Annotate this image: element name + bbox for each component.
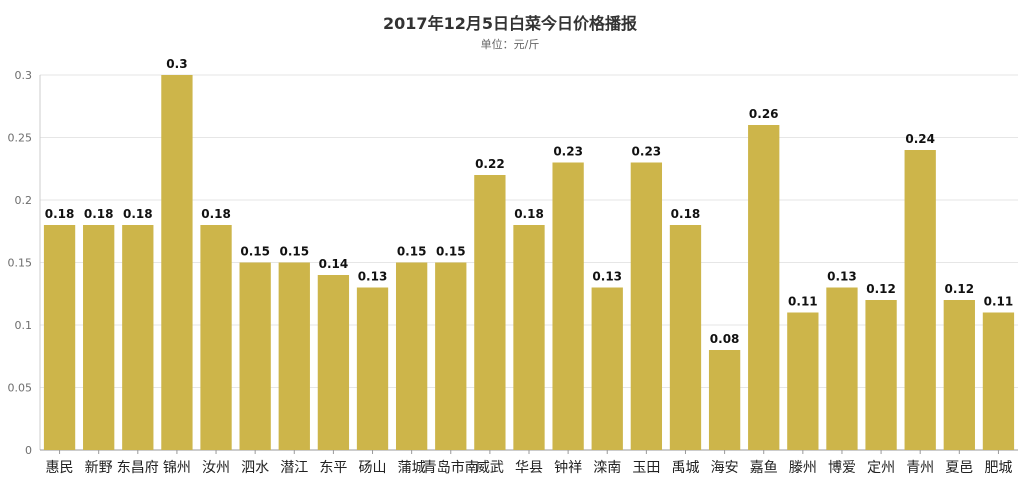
data-label: 0.15 — [436, 245, 466, 259]
data-label: 0.18 — [45, 207, 75, 221]
bar — [865, 300, 897, 450]
x-tick-label: 汝州 — [202, 460, 230, 476]
bar — [474, 175, 506, 450]
x-tick-label: 定州 — [867, 460, 895, 476]
x-tick-label: 东昌府 — [117, 460, 159, 476]
y-tick-label: 0.2 — [15, 194, 33, 207]
data-label: 0.11 — [984, 295, 1014, 309]
data-label: 0.12 — [866, 282, 896, 296]
chart-title: 2017年12月5日白菜今日价格播报 — [383, 14, 637, 33]
data-label: 0.12 — [945, 282, 975, 296]
bar — [239, 262, 271, 450]
data-label: 0.15 — [240, 245, 270, 259]
y-tick-label: 0.3 — [15, 69, 33, 82]
x-tick-label: 青岛市南 — [423, 459, 479, 476]
data-label: 0.18 — [201, 207, 231, 221]
x-tick-label: 肥城 — [984, 460, 1012, 476]
x-tick-label: 滦南 — [593, 460, 621, 476]
bar — [356, 287, 389, 450]
x-tick-label: 博爱 — [828, 459, 856, 476]
data-label: 0.14 — [319, 257, 349, 271]
data-label: 0.3 — [166, 57, 187, 71]
x-tick-label: 钟祥 — [554, 459, 582, 476]
y-tick-label: 0.1 — [15, 319, 33, 332]
bar — [630, 162, 663, 450]
data-label: 0.08 — [710, 332, 740, 346]
x-tick-label: 东平 — [319, 460, 347, 476]
bar — [552, 162, 584, 450]
y-tick-label: 0.25 — [8, 132, 33, 145]
data-label: 0.15 — [397, 245, 427, 259]
data-label: 0.11 — [788, 295, 818, 309]
x-tick-label: 新野 — [85, 460, 113, 476]
x-tick-label: 泗水 — [241, 460, 269, 476]
bar — [317, 275, 350, 450]
x-tick-label: 潜江 — [280, 460, 308, 476]
x-tick-label: 青州 — [906, 460, 934, 476]
data-label: 0.18 — [514, 207, 544, 221]
bar — [395, 262, 428, 450]
data-label: 0.13 — [358, 270, 388, 284]
x-tick-label: 华县 — [515, 460, 543, 476]
x-tick-label: 海安 — [711, 460, 739, 476]
bar — [669, 225, 702, 450]
data-label: 0.18 — [123, 207, 153, 221]
bar — [278, 262, 310, 450]
bars — [43, 75, 1015, 450]
bar — [904, 150, 936, 450]
bar — [982, 312, 1015, 450]
x-tick-label: 威武 — [476, 460, 504, 476]
bar — [435, 262, 467, 450]
data-label: 0.26 — [749, 107, 779, 121]
y-tick-label: 0.05 — [8, 382, 33, 395]
x-tick-label: 玉田 — [632, 460, 660, 476]
data-label: 0.13 — [592, 270, 622, 284]
x-tick-label: 蒲城 — [398, 460, 426, 476]
data-label: 0.15 — [279, 245, 309, 259]
bar — [43, 225, 76, 450]
x-tick-label: 惠民 — [46, 460, 74, 476]
data-label: 0.13 — [827, 270, 857, 284]
y-tick-label: 0 — [25, 444, 32, 457]
bar — [787, 312, 819, 450]
bar — [826, 287, 858, 450]
x-tick-label: 锦州 — [163, 459, 191, 476]
data-label: 0.18 — [84, 207, 114, 221]
data-label: 0.22 — [475, 157, 505, 171]
data-labels: 0.18 0.18 0.18 0.3 0.18 0.15 0.15 0.14 0.13 0.15 0… — [45, 57, 1013, 346]
bar — [83, 225, 115, 450]
bar — [513, 225, 545, 450]
x-tick-label: 滕州 — [789, 460, 817, 476]
x-tick-label: 嘉鱼 — [750, 459, 778, 476]
data-label: 0.23 — [632, 145, 662, 159]
x-tick-label: 砀山 — [359, 460, 387, 476]
bar — [943, 300, 975, 450]
x-tick-labels: 惠民 新野 东昌府 锦州 汝州 泗水 潜江 东平 砀山 蒲城青岛市南威武 华县 钟祥 滦南 玉田 禹城 海安嘉… — [46, 459, 1013, 476]
data-label: 0.24 — [905, 132, 935, 146]
data-label: 0.23 — [553, 145, 583, 159]
x-tick-label: 夏邑 — [945, 460, 973, 476]
x-tick-label: 禹城 — [671, 460, 699, 476]
bar — [748, 125, 780, 450]
y-tick-label: 0.15 — [8, 257, 33, 270]
y-tick-labels: 0 0.05 0.1 0.15 0.2 0.25 0.3 — [8, 69, 33, 457]
bar — [200, 225, 232, 450]
data-label: 0.18 — [671, 207, 701, 221]
chart-subtitle: 单位：元/斤 — [480, 38, 540, 51]
bar — [708, 350, 741, 450]
bar — [591, 287, 623, 450]
bar — [122, 225, 154, 450]
bar — [161, 75, 193, 450]
